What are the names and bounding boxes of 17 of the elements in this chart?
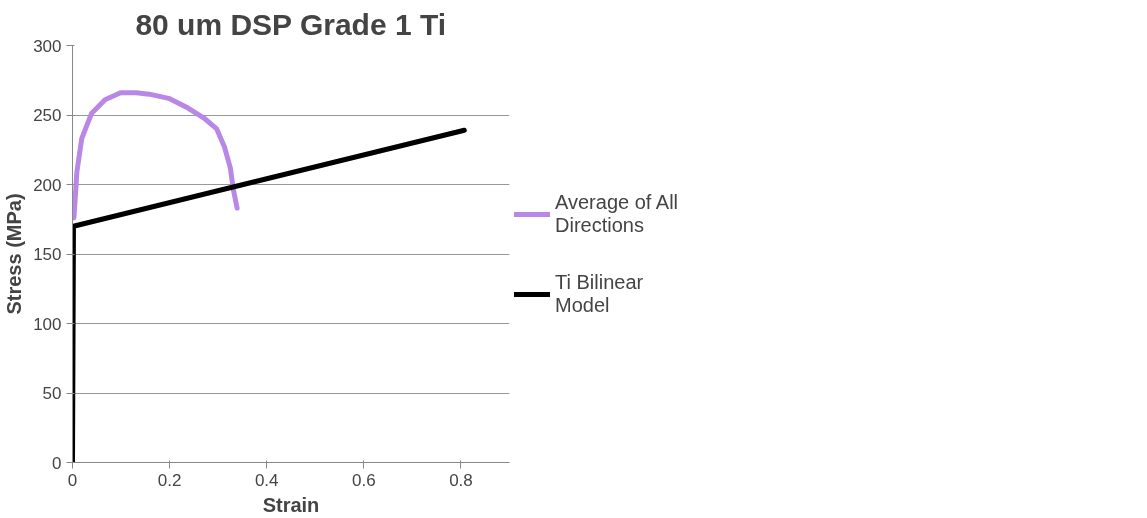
- x-tick-label: 0: [67, 470, 78, 490]
- y-tick-label: 150: [33, 245, 62, 264]
- x-tick-label: 0.4: [254, 470, 279, 490]
- y-tick-label: 200: [33, 175, 62, 195]
- y-tick-label: 300: [33, 36, 62, 56]
- y-axis-title: Stress (MPa): [3, 193, 26, 315]
- x-tick-label: 0.6: [352, 470, 376, 490]
- y-tick-label: 250: [33, 106, 62, 125]
- y-tick-label: 0: [52, 453, 62, 473]
- legend-label: Ti Bilinear Model: [555, 269, 644, 318]
- x-tick-label: 0.8: [449, 470, 473, 490]
- x-axis-title: Strain: [262, 493, 320, 516]
- x-tick-label: 0.2: [157, 470, 182, 490]
- y-tick-label: 50: [42, 384, 62, 403]
- chart-title: 80 um DSP Grade 1 Ti: [135, 7, 447, 41]
- legend-label: Average of All Directions: [555, 189, 679, 238]
- y-tick-label: 100: [33, 314, 62, 334]
